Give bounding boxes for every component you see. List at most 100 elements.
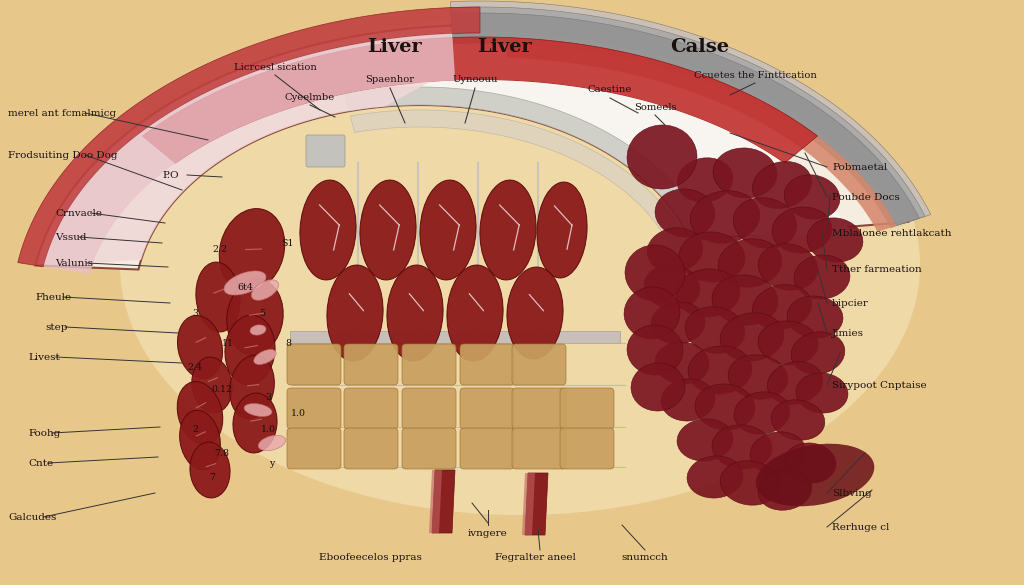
Polygon shape [432,470,455,533]
Ellipse shape [625,245,685,301]
Text: Crnvacle: Crnvacle [55,208,102,218]
Polygon shape [522,473,535,535]
Text: y: y [269,459,274,467]
Text: 7: 7 [209,473,215,481]
Text: 1.0: 1.0 [291,408,305,418]
Ellipse shape [219,209,285,291]
Polygon shape [345,87,709,240]
Text: Poubde Docs: Poubde Docs [831,192,900,201]
Text: Fheule: Fheule [35,292,71,301]
Polygon shape [43,33,456,274]
Ellipse shape [758,470,812,510]
Ellipse shape [685,307,744,353]
Ellipse shape [720,461,780,505]
Ellipse shape [258,435,286,450]
Ellipse shape [387,265,443,361]
Ellipse shape [627,125,697,189]
Text: Liver: Liver [368,38,422,56]
Polygon shape [142,37,817,163]
Ellipse shape [359,180,416,280]
Text: merel ant fcmalmicg: merel ant fcmalmicg [8,108,116,118]
Polygon shape [429,470,442,533]
Text: Uynoouu: Uynoouu [453,75,498,84]
Text: Galcudes: Galcudes [8,512,56,521]
Text: Someels: Someels [634,102,676,112]
Text: 1.0: 1.0 [260,425,275,435]
Text: Valunis: Valunis [55,259,93,267]
Ellipse shape [792,332,845,374]
Ellipse shape [712,425,772,469]
Text: 2: 2 [193,425,198,435]
Ellipse shape [688,346,752,394]
Ellipse shape [647,228,702,272]
Text: Vssud: Vssud [55,232,86,242]
Ellipse shape [756,443,874,507]
FancyBboxPatch shape [512,428,566,469]
FancyBboxPatch shape [287,388,341,429]
Ellipse shape [244,404,271,417]
Text: 2.2: 2.2 [213,246,227,254]
Text: Liver: Liver [477,38,532,56]
Text: P.O: P.O [162,170,178,180]
Text: Frodsuiting Doo Dog: Frodsuiting Doo Dog [8,150,118,160]
Ellipse shape [677,158,733,202]
Ellipse shape [189,442,230,498]
Text: Tther farmeation: Tther farmeation [831,266,922,274]
Ellipse shape [728,355,787,399]
Ellipse shape [712,275,778,325]
Ellipse shape [758,244,818,290]
Ellipse shape [480,180,537,280]
FancyBboxPatch shape [460,388,514,429]
Ellipse shape [229,355,274,419]
FancyBboxPatch shape [306,135,345,167]
Polygon shape [451,13,920,228]
Ellipse shape [537,182,587,278]
Ellipse shape [507,267,563,359]
Ellipse shape [627,325,683,375]
Text: 3: 3 [191,308,198,318]
Ellipse shape [679,232,744,282]
FancyBboxPatch shape [460,344,514,385]
FancyBboxPatch shape [344,344,398,385]
Ellipse shape [718,239,782,287]
Ellipse shape [655,189,715,237]
FancyBboxPatch shape [344,388,398,429]
Ellipse shape [644,265,699,309]
Ellipse shape [662,379,715,421]
Ellipse shape [250,325,266,335]
Ellipse shape [327,265,383,361]
Ellipse shape [191,357,232,413]
Ellipse shape [733,198,797,249]
Polygon shape [451,7,925,226]
Text: Sirypoot Cnptaise: Sirypoot Cnptaise [831,380,927,390]
Text: 2.4: 2.4 [187,363,203,371]
Text: Cnte: Cnte [28,459,53,467]
Ellipse shape [753,161,812,208]
FancyBboxPatch shape [344,428,398,469]
Text: Calse: Calse [671,38,729,56]
FancyBboxPatch shape [402,344,456,385]
FancyBboxPatch shape [512,344,566,385]
Text: Spaenhor: Spaenhor [366,75,415,84]
Ellipse shape [784,175,840,219]
Ellipse shape [796,373,848,413]
Text: step: step [45,322,68,332]
Ellipse shape [767,362,822,404]
Ellipse shape [655,342,709,384]
Ellipse shape [677,419,733,461]
Ellipse shape [232,393,278,453]
FancyBboxPatch shape [402,428,456,469]
Ellipse shape [254,350,276,364]
Ellipse shape [720,313,783,361]
Text: 5: 5 [259,308,265,318]
Text: 0.12: 0.12 [212,386,232,394]
Text: Pobmaetal: Pobmaetal [831,163,887,171]
Ellipse shape [784,443,836,483]
Text: Rerhuge cl: Rerhuge cl [831,522,890,532]
Text: Licrcesl sication: Licrcesl sication [233,63,316,71]
Text: Jimies: Jimies [831,329,864,338]
Text: ivngere: ivngere [468,528,508,538]
Ellipse shape [794,255,850,299]
Ellipse shape [751,432,806,474]
Ellipse shape [446,265,503,361]
